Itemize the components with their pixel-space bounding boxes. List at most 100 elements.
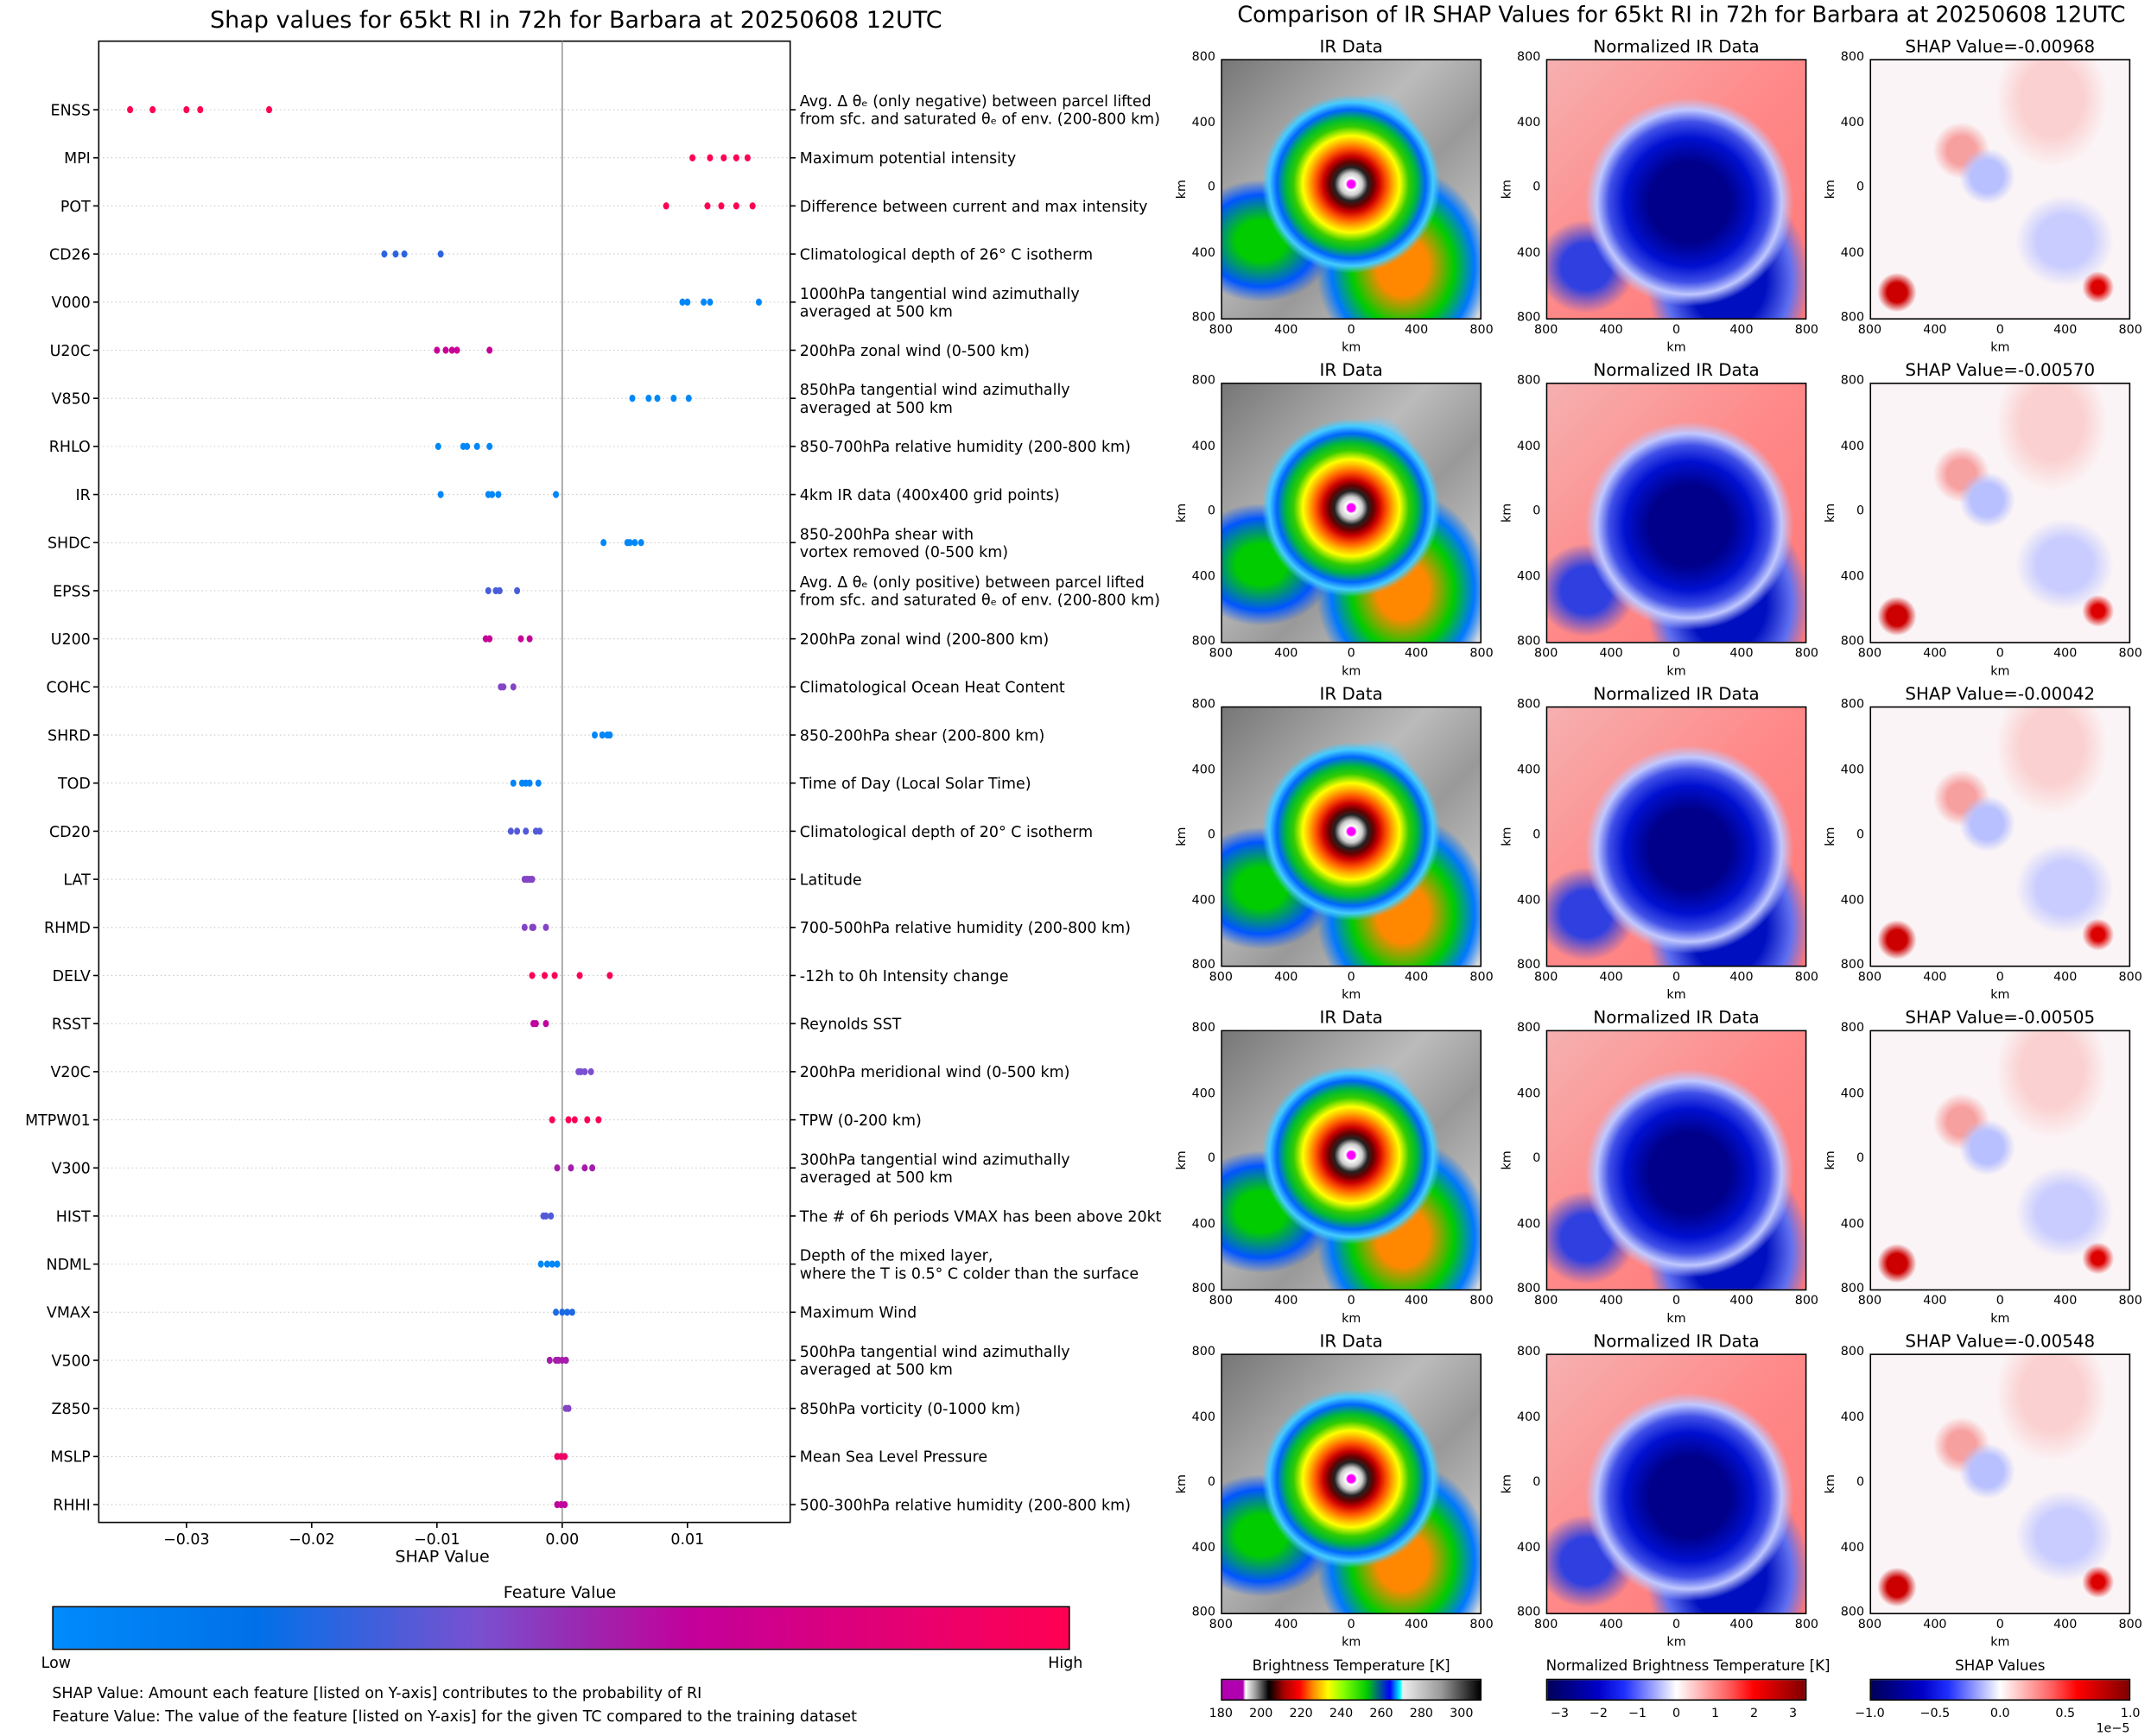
y-axis-label: km bbox=[1175, 1474, 1190, 1494]
ir-data-title: IR Data bbox=[1319, 1330, 1383, 1352]
shap-point bbox=[589, 1164, 596, 1172]
feature-label-rhmd: RHMD bbox=[44, 920, 91, 937]
feature-label-ndml: NDML bbox=[47, 1257, 92, 1274]
y-tick-label: 400 bbox=[1191, 893, 1215, 908]
x-tick-label: 0 bbox=[1996, 1618, 2004, 1632]
feature-description: 850-200hPa shear (200-800 km) bbox=[800, 727, 1044, 744]
ir-image bbox=[1221, 383, 1482, 643]
colorbar-title: SHAP Values bbox=[1955, 1657, 2046, 1675]
feature-description: Time of Day (Local Solar Time) bbox=[799, 776, 1031, 793]
ir-image bbox=[1221, 59, 1482, 320]
colorbar-title: Normalized Brightness Temperature [K] bbox=[1545, 1657, 1831, 1675]
x-axis-label: km bbox=[1342, 665, 1361, 680]
shap-point bbox=[626, 539, 633, 547]
y-tick-label: 0 bbox=[1532, 181, 1541, 195]
shap-point bbox=[701, 298, 707, 306]
feature-description: 700-500hPa relative humidity (200-800 km… bbox=[800, 920, 1131, 937]
shap-point bbox=[530, 923, 536, 931]
x-tick-label: 400 bbox=[2053, 971, 2078, 985]
shap-point bbox=[526, 635, 533, 643]
shap-point bbox=[654, 395, 661, 402]
y-tick-label: 0 bbox=[1207, 181, 1215, 195]
shap-point bbox=[707, 298, 714, 306]
y-axis-label: km bbox=[1501, 180, 1515, 200]
x-axis-label: SHAP Value bbox=[395, 1547, 490, 1567]
ir-data-title: IR Data bbox=[1319, 35, 1383, 57]
x-tick-label: 400 bbox=[1274, 971, 1298, 985]
y-tick-label: 400 bbox=[1517, 439, 1541, 453]
shap-point bbox=[510, 779, 517, 787]
feature-description: 850hPa vorticity (0-1000 km) bbox=[800, 1401, 1020, 1418]
feature-description: averaged at 500 km bbox=[800, 303, 953, 320]
left-chart-title: Shap values for 65kt RI in 72h for Barba… bbox=[209, 6, 942, 35]
x-tick-label: 400 bbox=[1274, 1295, 1298, 1308]
x-tick-label: 400 bbox=[1599, 323, 1623, 338]
y-tick-label: 400 bbox=[1517, 569, 1541, 584]
normalized-ir-title: Normalized IR Data bbox=[1593, 35, 1760, 57]
y-tick-label: 800 bbox=[1517, 1606, 1541, 1620]
shap-point bbox=[454, 346, 460, 354]
colorbar-low-label: Low bbox=[41, 1654, 72, 1672]
colorbar-tick-label: −2 bbox=[1589, 1707, 1608, 1721]
shap-point bbox=[581, 1068, 588, 1075]
x-axis-label: km bbox=[1666, 665, 1686, 680]
x-tick-label: 400 bbox=[1599, 1618, 1623, 1632]
shap-point bbox=[381, 250, 388, 258]
feature-label-ir: IR bbox=[76, 487, 91, 504]
x-tick-label: 400 bbox=[1404, 1295, 1429, 1308]
ir-image bbox=[1221, 1030, 1482, 1291]
feature-description: averaged at 500 km bbox=[800, 400, 953, 417]
shap-point bbox=[514, 586, 521, 595]
shap-point bbox=[514, 827, 521, 835]
y-axis-label: km bbox=[1824, 180, 1838, 200]
x-axis-label: km bbox=[1990, 665, 2010, 680]
feature-colorbar-title: Feature Value bbox=[503, 1582, 617, 1602]
y-tick-label: 800 bbox=[1191, 698, 1215, 713]
shap-point bbox=[704, 202, 711, 210]
x-tick-label: 400 bbox=[1274, 323, 1298, 338]
shap-value-title: SHAP Value=-0.00570 bbox=[1905, 359, 2096, 380]
x-tick-label: 0 bbox=[1996, 971, 2004, 985]
x-tick-label: −0.02 bbox=[289, 1531, 334, 1549]
colorbar-tick-label: 200 bbox=[1249, 1707, 1273, 1721]
x-tick-label: 800 bbox=[1857, 971, 1882, 985]
feature-description: Climatological Ocean Heat Content bbox=[800, 680, 1065, 697]
shap-point bbox=[592, 731, 598, 739]
y-tick-label: 800 bbox=[1191, 1345, 1215, 1359]
shap-point bbox=[486, 346, 493, 354]
shap-point bbox=[543, 1020, 549, 1028]
x-tick-label: 800 bbox=[1794, 971, 1819, 985]
y-tick-label: 400 bbox=[1840, 439, 1865, 453]
y-tick-label: 400 bbox=[1840, 569, 1865, 584]
x-tick-label: 400 bbox=[1923, 323, 1947, 338]
x-tick-label: 800 bbox=[1534, 323, 1558, 338]
shap-point bbox=[529, 875, 536, 884]
y-tick-label: 800 bbox=[1517, 1282, 1541, 1296]
x-tick-label: 0 bbox=[1672, 647, 1681, 662]
y-tick-label: 400 bbox=[1517, 763, 1541, 777]
feature-description: vortex removed (0-500 km) bbox=[800, 544, 1008, 561]
x-tick-label: 400 bbox=[1599, 647, 1623, 662]
feature-label-v000: V000 bbox=[52, 295, 91, 312]
shap-point bbox=[486, 635, 493, 643]
feature-description: 500hPa tangential wind azimuthally bbox=[800, 1344, 1070, 1361]
shap-point bbox=[536, 827, 543, 835]
feature-description: averaged at 500 km bbox=[800, 1169, 953, 1187]
y-tick-label: 400 bbox=[1191, 1087, 1215, 1101]
colorbar-tick-label: 180 bbox=[1209, 1707, 1233, 1721]
feature-label-delv: DELV bbox=[53, 968, 91, 985]
x-tick-label: 800 bbox=[1469, 1618, 1494, 1632]
x-tick-label: 0 bbox=[1672, 323, 1681, 338]
normalized-ir-image bbox=[1545, 383, 1807, 643]
y-tick-label: 0 bbox=[1207, 1475, 1215, 1490]
colorbar-high-label: High bbox=[1048, 1654, 1083, 1672]
x-tick-label: 800 bbox=[1469, 323, 1494, 338]
y-tick-label: 400 bbox=[1517, 1541, 1541, 1555]
x-tick-label: 400 bbox=[1404, 647, 1429, 662]
feature-label-cohc: COHC bbox=[47, 680, 91, 697]
normalized-ir-image bbox=[1545, 59, 1807, 320]
y-tick-label: 800 bbox=[1840, 1022, 1865, 1036]
y-tick-label: 800 bbox=[1517, 1022, 1541, 1036]
x-tick-label: 800 bbox=[1209, 1295, 1233, 1308]
feature-description: from sfc. and saturated θₑ of env. (200-… bbox=[800, 111, 1160, 129]
